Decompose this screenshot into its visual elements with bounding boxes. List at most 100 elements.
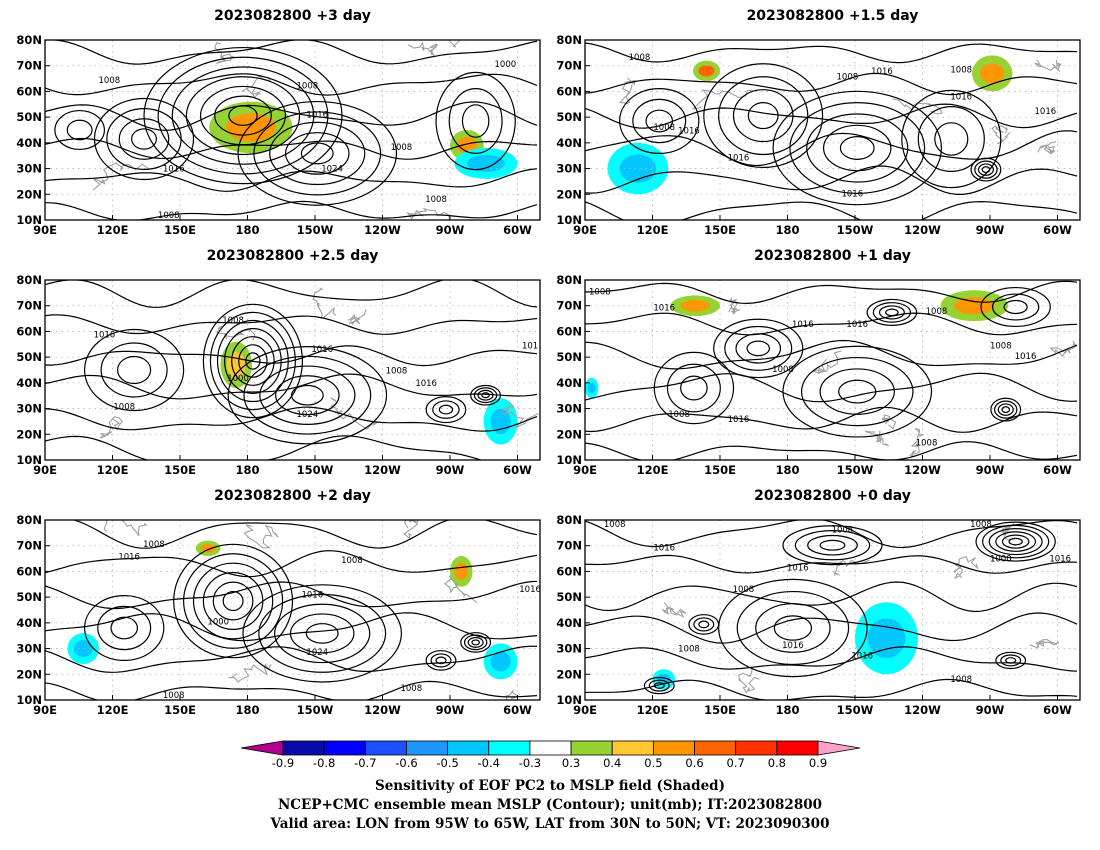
coastline — [228, 663, 272, 683]
x-tick-label: 120E — [637, 463, 669, 477]
isobar-ring — [199, 85, 287, 146]
isobar — [45, 435, 483, 460]
isobar-ring — [980, 286, 1051, 328]
isobar-ring — [100, 342, 168, 398]
x-tick-label: 150W — [837, 703, 874, 717]
isobar — [585, 406, 1078, 433]
isobar-label: 1024 — [306, 648, 328, 658]
isobar-ring — [735, 333, 782, 364]
isobar-label: 1008 — [400, 684, 422, 694]
isobar-ring — [131, 128, 157, 150]
x-tick-label: 180 — [775, 463, 799, 477]
isobar-ring — [872, 302, 912, 323]
isobar-ring — [703, 63, 824, 169]
isobar-ring — [713, 318, 804, 379]
map-panel: 1008 1016 1008 1016 1008 1008 1016 1016 1008 1000… — [556, 488, 1081, 717]
y-tick-label: 30N — [556, 402, 582, 416]
isobar-ring — [83, 594, 165, 661]
panel-frame — [584, 519, 1081, 701]
y-tick-label: 20N — [556, 427, 582, 441]
x-tick-label: 180 — [775, 703, 799, 717]
y-tick-label: 60N — [16, 84, 42, 98]
colorbar-arrow-high — [817, 740, 861, 756]
x-tick-label: 150W — [297, 703, 334, 717]
y-tick-label: 40N — [556, 376, 582, 390]
x-tick-label: 60W — [1043, 703, 1072, 717]
isobar-label: 1008 — [391, 143, 413, 153]
isobar-ring — [284, 132, 350, 175]
isobar-label: 1016 — [311, 345, 333, 355]
y-tick-label: 50N — [556, 590, 582, 604]
isobar-ring — [645, 109, 674, 133]
x-tick-label: 120W — [904, 223, 941, 237]
isobar-ring — [718, 578, 868, 678]
isobar-label: 1008 — [222, 316, 244, 326]
isobar-ring — [772, 90, 942, 206]
y-tick-label: 80N — [16, 513, 42, 527]
isobar-label: 1008 — [629, 53, 651, 63]
isobar-label: 1008 — [733, 585, 755, 595]
panel-title: 2023082800 +1.5 day — [747, 8, 919, 24]
isobar — [45, 345, 538, 367]
isobar — [585, 581, 1078, 613]
isobar-ring — [224, 328, 282, 395]
isobar-ring — [305, 623, 339, 644]
isobar-ring — [806, 113, 909, 183]
isobar — [45, 373, 538, 400]
isobar-ring — [253, 111, 382, 196]
isobar-ring — [1008, 537, 1023, 546]
isobar-ring — [977, 163, 994, 176]
isobar — [45, 137, 538, 160]
isobar-ring — [54, 109, 106, 151]
isobar-label: 1000 — [990, 554, 1012, 564]
y-tick-label: 50N — [16, 110, 42, 124]
sensitivity-shade-core — [587, 382, 596, 394]
colorbar-label: -0.8 — [313, 756, 335, 770]
isobar-ring — [747, 102, 779, 130]
coastline — [1034, 59, 1062, 72]
coastline — [103, 520, 148, 537]
isobar-ring — [173, 543, 294, 659]
y-tick-label: 10N — [16, 453, 42, 467]
y-tick-label: 50N — [556, 350, 582, 364]
isobar-ring — [117, 355, 152, 385]
isobar-label: 1016 — [950, 92, 972, 102]
sensitivity-shade-core — [73, 640, 93, 658]
panel-title: 2023082800 +2 day — [214, 488, 371, 504]
y-tick-label: 50N — [556, 110, 582, 124]
sensitivity-shade-core — [454, 562, 468, 580]
isobar-ring — [212, 581, 254, 621]
isobar-ring — [269, 121, 366, 186]
x-tick-label: 150E — [164, 463, 196, 477]
isobar — [45, 680, 538, 700]
colorbar-label: 0.5 — [644, 756, 662, 770]
y-tick-label: 30N — [16, 642, 42, 656]
isobar-label: 1008 — [341, 556, 363, 566]
isobar-label: 1008 — [950, 65, 972, 75]
x-tick-label: 150E — [164, 703, 196, 717]
isobar-ring — [118, 118, 170, 160]
isobar — [71, 520, 538, 549]
x-tick-label: 150W — [837, 223, 874, 237]
y-tick-label: 80N — [556, 513, 582, 527]
x-tick-label: 90W — [436, 703, 465, 717]
x-tick-label: 90E — [573, 463, 597, 477]
x-tick-label: 180 — [235, 223, 259, 237]
x-tick-label: 120W — [364, 223, 401, 237]
isobar-label: 1008 — [604, 520, 626, 530]
panel-frame — [44, 39, 541, 221]
isobar-ring — [688, 614, 720, 635]
x-tick-label: 120E — [637, 703, 669, 717]
y-tick-label: 50N — [16, 590, 42, 604]
isobar-label: 1008 — [425, 195, 447, 205]
colorbar-swatch — [611, 740, 654, 756]
x-tick-label: 120W — [904, 703, 941, 717]
isobar-label: 1016 — [678, 127, 700, 137]
isobar-label: 1008 — [297, 82, 319, 92]
isobar-ring — [822, 124, 892, 172]
x-tick-label: 90W — [436, 463, 465, 477]
y-tick-label: 10N — [556, 453, 582, 467]
isobar-ring — [1005, 657, 1017, 664]
isobar-label: 1016 — [1015, 352, 1037, 362]
